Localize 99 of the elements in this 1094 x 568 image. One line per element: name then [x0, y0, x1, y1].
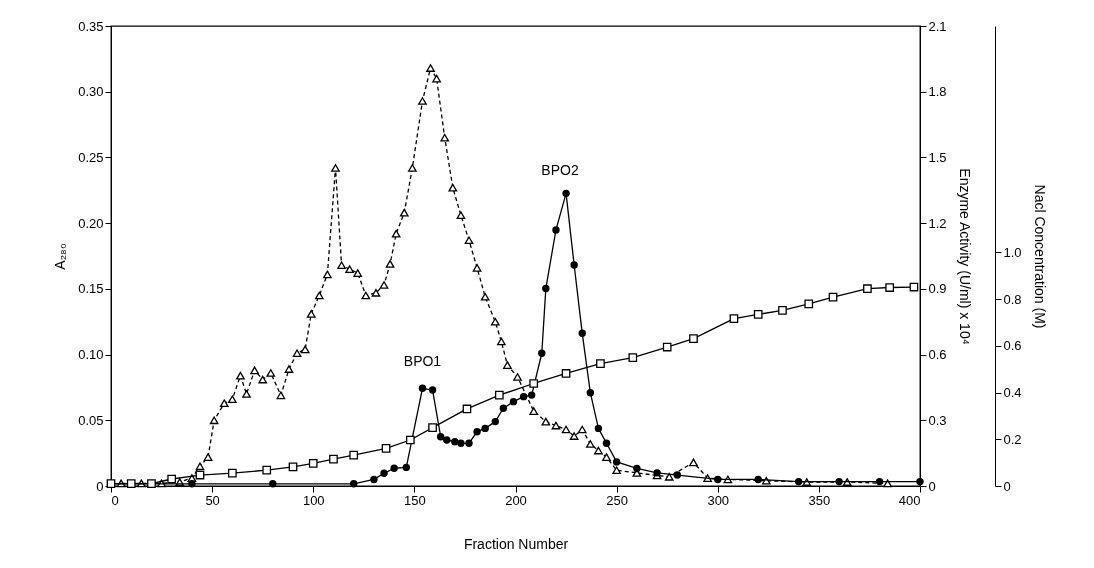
point [633, 464, 641, 473]
point [835, 477, 843, 486]
point [126, 479, 136, 489]
point [428, 386, 437, 394]
y3-tick-label: 0.6 [1003, 338, 1022, 354]
y-tick-label: 0.25 [78, 149, 104, 165]
point [494, 390, 504, 400]
y2-tick-label: 1.8 [928, 84, 947, 100]
point [804, 299, 814, 309]
x-tick-label: 150 [404, 492, 426, 508]
point [509, 397, 518, 406]
point [596, 359, 605, 368]
point [227, 468, 237, 478]
point [542, 284, 550, 293]
point [269, 480, 277, 488]
point [714, 475, 722, 484]
y3-tick-label: 0.2 [1003, 431, 1022, 447]
y3-axis-title: Nacl Concentration (M) [1031, 184, 1048, 329]
point [794, 477, 803, 486]
y3-tick-label: 0.4 [1003, 385, 1022, 401]
point [380, 469, 388, 477]
point [457, 439, 465, 447]
x-tick-label: 400 [898, 492, 921, 508]
point [519, 392, 528, 401]
point [689, 334, 698, 344]
point [418, 384, 427, 393]
point [349, 450, 359, 460]
x-tick-label: 300 [707, 492, 730, 508]
y2-tick-label: 0.9 [928, 281, 947, 297]
point [473, 427, 481, 436]
y-tick-label: 0 [96, 478, 104, 494]
y-axis-title: A₂₈₀ [52, 243, 69, 270]
point [370, 475, 378, 484]
point [552, 226, 560, 234]
point [188, 480, 196, 488]
point [405, 435, 415, 445]
point [390, 464, 398, 472]
point [402, 463, 410, 472]
point [288, 462, 298, 472]
point [481, 424, 489, 433]
y-tick-label: 0.15 [78, 281, 104, 297]
x-tick-label: 0 [111, 492, 119, 508]
point [262, 465, 272, 475]
y2-axis-title: Enzyme Activity (U/ml) x 10⁴ [956, 168, 973, 345]
point [443, 436, 451, 444]
point [167, 474, 177, 484]
x-tick-label: 250 [606, 492, 628, 508]
y3-tick-label: 1.0 [1003, 245, 1022, 260]
point [349, 480, 358, 488]
y-tick-label: 0.20 [78, 215, 104, 231]
point [586, 388, 595, 397]
y2-tick-label: 1.5 [928, 149, 947, 165]
point [673, 471, 682, 479]
x-tick-label: 350 [808, 492, 831, 508]
point [863, 284, 872, 294]
y-tick-label: 0.10 [78, 347, 104, 363]
annotation: BPO1 [403, 352, 442, 369]
y3-tick-label: 0.8 [1003, 291, 1022, 307]
point [465, 439, 473, 447]
y-tick-label: 0.35 [78, 18, 104, 34]
x-axis-title: Fraction Number [463, 535, 569, 552]
point [538, 349, 546, 357]
x-tick-label: 200 [505, 492, 527, 508]
point [753, 310, 763, 319]
annotation: BPO2 [541, 161, 579, 178]
point [381, 444, 391, 453]
point [428, 423, 437, 432]
point [562, 189, 570, 198]
y2-tick-label: 0.6 [928, 347, 947, 363]
point [778, 306, 787, 315]
point [754, 475, 762, 484]
point [570, 261, 578, 269]
point [662, 342, 672, 352]
point [875, 477, 884, 486]
point [529, 379, 539, 388]
point [147, 479, 156, 489]
point [499, 404, 508, 412]
y2-tick-label: 0 [928, 478, 936, 494]
y2-tick-label: 0.3 [928, 412, 947, 428]
y3-tick-label: 0 [1003, 478, 1011, 494]
y-tick-label: 0.30 [78, 84, 104, 100]
x-tick-label: 100 [302, 492, 325, 508]
point [527, 391, 536, 399]
point [308, 458, 318, 468]
point [329, 454, 338, 464]
y-tick-label: 0.05 [78, 412, 104, 428]
point [491, 417, 499, 426]
point [885, 283, 895, 292]
point [729, 314, 739, 323]
y2-tick-label: 2.1 [928, 18, 947, 34]
point [436, 433, 445, 441]
point [594, 424, 603, 433]
point [561, 369, 571, 378]
point [612, 458, 621, 466]
y2-tick-label: 1.2 [928, 215, 947, 231]
point [602, 439, 611, 447]
point [578, 329, 586, 338]
point [628, 353, 638, 362]
x-tick-label: 50 [205, 492, 220, 508]
